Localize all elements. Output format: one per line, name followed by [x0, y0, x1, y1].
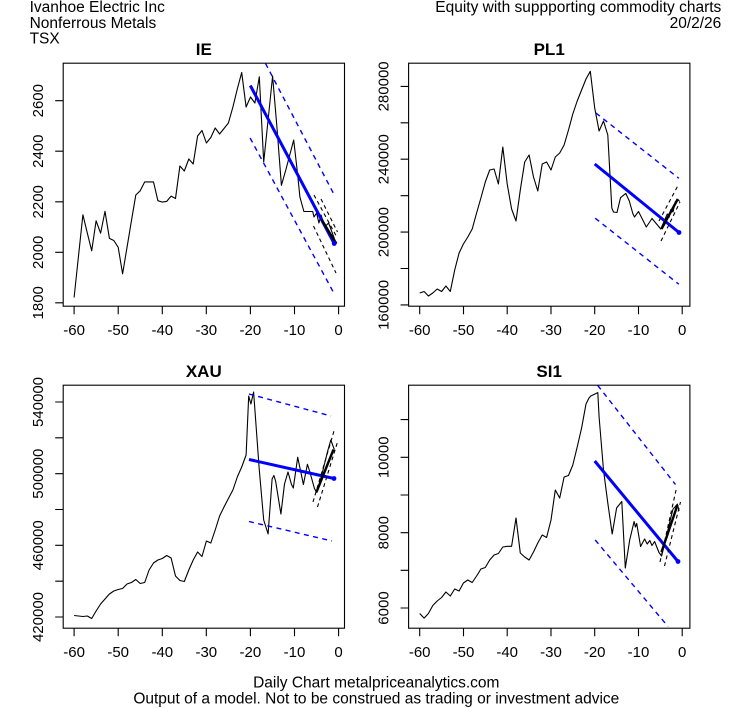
svg-text:-30: -30: [195, 644, 217, 661]
svg-text:-60: -60: [63, 322, 85, 339]
svg-text:-40: -40: [151, 644, 173, 661]
svg-text:280000: 280000: [376, 61, 393, 111]
svg-text:-30: -30: [540, 644, 562, 661]
svg-text:Nonferrous Metals: Nonferrous Metals: [30, 15, 157, 32]
svg-text:-10: -10: [284, 322, 306, 339]
svg-text:-50: -50: [107, 322, 129, 339]
svg-text:10000: 10000: [376, 436, 393, 478]
svg-text:-20: -20: [240, 322, 262, 339]
svg-text:-60: -60: [409, 322, 431, 339]
svg-text:-50: -50: [453, 644, 475, 661]
svg-text:Output of a model. Not to be c: Output of a model. Not to be construed a…: [133, 690, 619, 707]
svg-text:2200: 2200: [30, 185, 47, 218]
svg-text:-40: -40: [496, 322, 518, 339]
svg-text:-40: -40: [151, 322, 173, 339]
svg-text:0: 0: [334, 322, 342, 339]
svg-text:XAU: XAU: [186, 362, 222, 381]
svg-text:160000: 160000: [376, 280, 393, 330]
svg-text:IE: IE: [196, 40, 212, 59]
svg-text:-60: -60: [409, 644, 431, 661]
svg-text:-60: -60: [63, 644, 85, 661]
svg-text:200000: 200000: [376, 207, 393, 257]
svg-text:TSX: TSX: [30, 30, 61, 47]
svg-text:-30: -30: [540, 322, 562, 339]
svg-text:PL1: PL1: [534, 40, 565, 59]
svg-text:20/2/26: 20/2/26: [670, 15, 722, 32]
svg-text:SI1: SI1: [536, 362, 562, 381]
svg-text:-20: -20: [584, 322, 606, 339]
svg-text:1800: 1800: [30, 286, 47, 319]
svg-text:0: 0: [334, 644, 342, 661]
svg-text:-10: -10: [628, 644, 650, 661]
svg-text:460000: 460000: [30, 520, 47, 570]
svg-text:-40: -40: [496, 644, 518, 661]
svg-text:-20: -20: [584, 644, 606, 661]
svg-text:-50: -50: [453, 322, 475, 339]
svg-text:2600: 2600: [30, 84, 47, 117]
svg-text:Daily Chart metalpriceanalytic: Daily Chart metalpriceanalytics.com: [253, 675, 499, 692]
svg-text:2400: 2400: [30, 135, 47, 168]
svg-text:-10: -10: [284, 644, 306, 661]
svg-text:420000: 420000: [30, 592, 47, 642]
svg-text:8000: 8000: [376, 516, 393, 549]
svg-text:240000: 240000: [376, 134, 393, 184]
svg-text:-20: -20: [240, 644, 262, 661]
svg-text:-50: -50: [107, 644, 129, 661]
svg-text:0: 0: [678, 644, 686, 661]
svg-text:500000: 500000: [30, 449, 47, 499]
svg-text:2000: 2000: [30, 236, 47, 269]
svg-text:6000: 6000: [376, 591, 393, 624]
svg-text:-10: -10: [628, 322, 650, 339]
svg-text:0: 0: [678, 322, 686, 339]
svg-text:540000: 540000: [30, 377, 47, 427]
svg-text:-30: -30: [195, 322, 217, 339]
svg-text:Equity with suppporting commod: Equity with suppporting commodity charts: [435, 0, 721, 16]
svg-text:Ivanhoe Electric Inc: Ivanhoe Electric Inc: [30, 0, 166, 16]
